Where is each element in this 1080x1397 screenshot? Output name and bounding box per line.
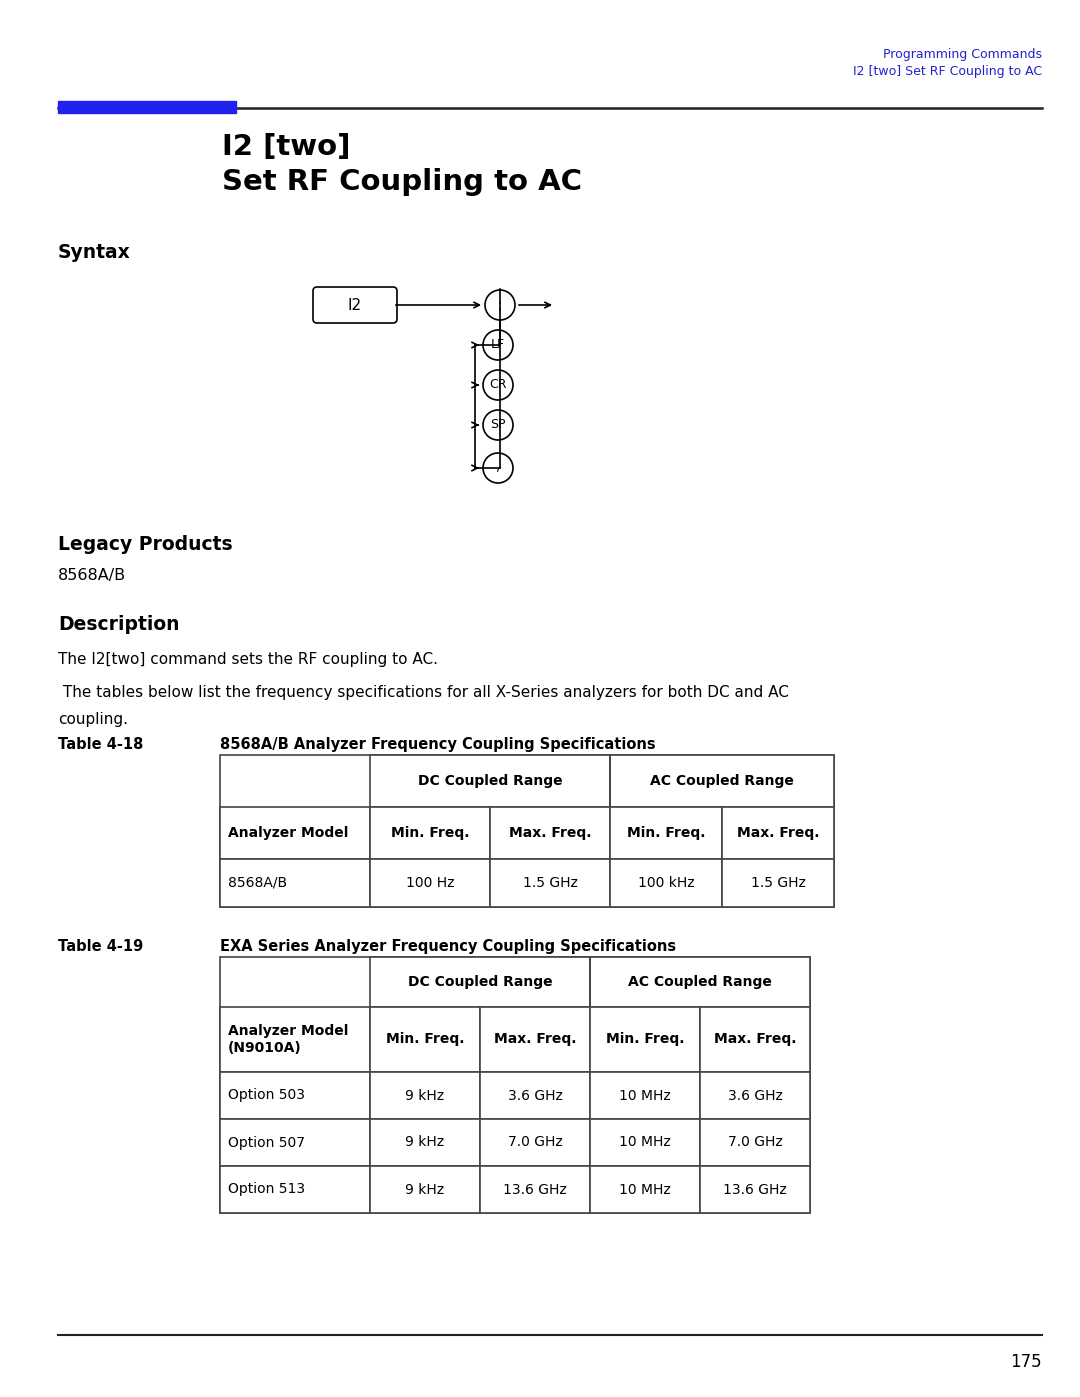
Text: The tables below list the frequency specifications for all X-Series analyzers fo: The tables below list the frequency spec… [58, 685, 788, 700]
Text: 8568A/B: 8568A/B [58, 569, 126, 583]
Text: Option 513: Option 513 [228, 1182, 306, 1196]
Text: 13.6 GHz: 13.6 GHz [503, 1182, 567, 1196]
Bar [220, 1007, 370, 1071]
Text: 7.0 GHz: 7.0 GHz [728, 1136, 782, 1150]
Text: Syntax: Syntax [58, 243, 131, 263]
Text: SP: SP [490, 419, 505, 432]
Text: 100 kHz: 100 kHz [637, 876, 694, 890]
Bar [220, 807, 370, 859]
Text: Option 503: Option 503 [228, 1088, 305, 1102]
Text: DC Coupled Range: DC Coupled Range [407, 975, 552, 989]
Text: EXA Series Analyzer Frequency Coupling Specifications: EXA Series Analyzer Frequency Coupling S… [220, 939, 676, 954]
Text: Table 4-19: Table 4-19 [58, 939, 144, 954]
Text: Max. Freq.: Max. Freq. [494, 1032, 577, 1046]
Text: Min. Freq.: Min. Freq. [606, 1032, 685, 1046]
Text: Max. Freq.: Max. Freq. [509, 826, 591, 840]
Text: 9 kHz: 9 kHz [405, 1088, 445, 1102]
Text: Analyzer Model
(N9010A): Analyzer Model (N9010A) [228, 1024, 349, 1055]
Text: Legacy Products: Legacy Products [58, 535, 232, 555]
Text: Table 4-18: Table 4-18 [58, 738, 144, 752]
Text: 10 MHz: 10 MHz [619, 1182, 671, 1196]
Bar [370, 957, 590, 1007]
Bar [700, 1007, 810, 1071]
Text: 9 kHz: 9 kHz [405, 1182, 445, 1196]
Text: ,: , [496, 461, 500, 475]
Bar [610, 754, 834, 807]
Text: 8568A/B: 8568A/B [228, 876, 287, 890]
Bar [723, 859, 834, 907]
Bar [220, 957, 810, 1213]
Text: Max. Freq.: Max. Freq. [714, 1032, 796, 1046]
Text: Programming Commands: Programming Commands [883, 47, 1042, 61]
Text: Min. Freq.: Min. Freq. [626, 826, 705, 840]
Bar [590, 1166, 700, 1213]
Bar [220, 1071, 370, 1119]
FancyBboxPatch shape [313, 286, 397, 323]
Bar [220, 1119, 370, 1166]
Bar [370, 1007, 480, 1071]
Text: 9 kHz: 9 kHz [405, 1136, 445, 1150]
Text: 8568A/B Analyzer Frequency Coupling Specifications: 8568A/B Analyzer Frequency Coupling Spec… [220, 738, 656, 752]
Text: Max. Freq.: Max. Freq. [737, 826, 820, 840]
Bar [700, 1071, 810, 1119]
Text: DC Coupled Range: DC Coupled Range [418, 774, 563, 788]
Text: Option 507: Option 507 [228, 1136, 305, 1150]
Bar [700, 1166, 810, 1213]
Text: 10 MHz: 10 MHz [619, 1088, 671, 1102]
Text: Min. Freq.: Min. Freq. [386, 1032, 464, 1046]
Text: 13.6 GHz: 13.6 GHz [724, 1182, 787, 1196]
Bar [490, 807, 610, 859]
Text: 7.0 GHz: 7.0 GHz [508, 1136, 563, 1150]
Bar [723, 807, 834, 859]
Text: ;: ; [498, 298, 502, 312]
Text: 3.6 GHz: 3.6 GHz [728, 1088, 782, 1102]
Bar [480, 1166, 590, 1213]
Text: I2 [two]: I2 [two] [222, 133, 351, 161]
Text: I2: I2 [348, 298, 362, 313]
Bar [370, 859, 490, 907]
Text: Set RF Coupling to AC: Set RF Coupling to AC [222, 168, 582, 196]
Bar [590, 1119, 700, 1166]
Bar [220, 1166, 370, 1213]
Text: AC Coupled Range: AC Coupled Range [650, 774, 794, 788]
Bar [610, 859, 723, 907]
Text: LF: LF [491, 338, 505, 352]
Bar [58, 101, 237, 113]
Text: AC Coupled Range: AC Coupled Range [629, 975, 772, 989]
Text: 175: 175 [1011, 1354, 1042, 1370]
Text: 1.5 GHz: 1.5 GHz [523, 876, 578, 890]
Bar [480, 1007, 590, 1071]
Bar [490, 859, 610, 907]
Bar [480, 1071, 590, 1119]
Text: Min. Freq.: Min. Freq. [391, 826, 469, 840]
Bar [610, 807, 723, 859]
Bar [370, 807, 490, 859]
Bar [590, 1071, 700, 1119]
Text: The I2[two] command sets the RF coupling to AC.: The I2[two] command sets the RF coupling… [58, 652, 438, 666]
Text: CR: CR [489, 379, 507, 391]
Text: I2 [two] Set RF Coupling to AC: I2 [two] Set RF Coupling to AC [853, 66, 1042, 78]
Bar [590, 957, 810, 1007]
Bar [590, 1007, 700, 1071]
Bar [220, 859, 370, 907]
Text: 100 Hz: 100 Hz [406, 876, 455, 890]
Text: Analyzer Model: Analyzer Model [228, 826, 349, 840]
Bar [370, 754, 610, 807]
Bar [700, 1119, 810, 1166]
Text: 1.5 GHz: 1.5 GHz [751, 876, 806, 890]
Text: 3.6 GHz: 3.6 GHz [508, 1088, 563, 1102]
Bar [220, 754, 834, 907]
Bar [370, 1166, 480, 1213]
Bar [370, 1071, 480, 1119]
Bar [480, 1119, 590, 1166]
Text: coupling.: coupling. [58, 712, 129, 726]
Text: Description: Description [58, 615, 179, 634]
Bar [370, 1119, 480, 1166]
Text: 10 MHz: 10 MHz [619, 1136, 671, 1150]
